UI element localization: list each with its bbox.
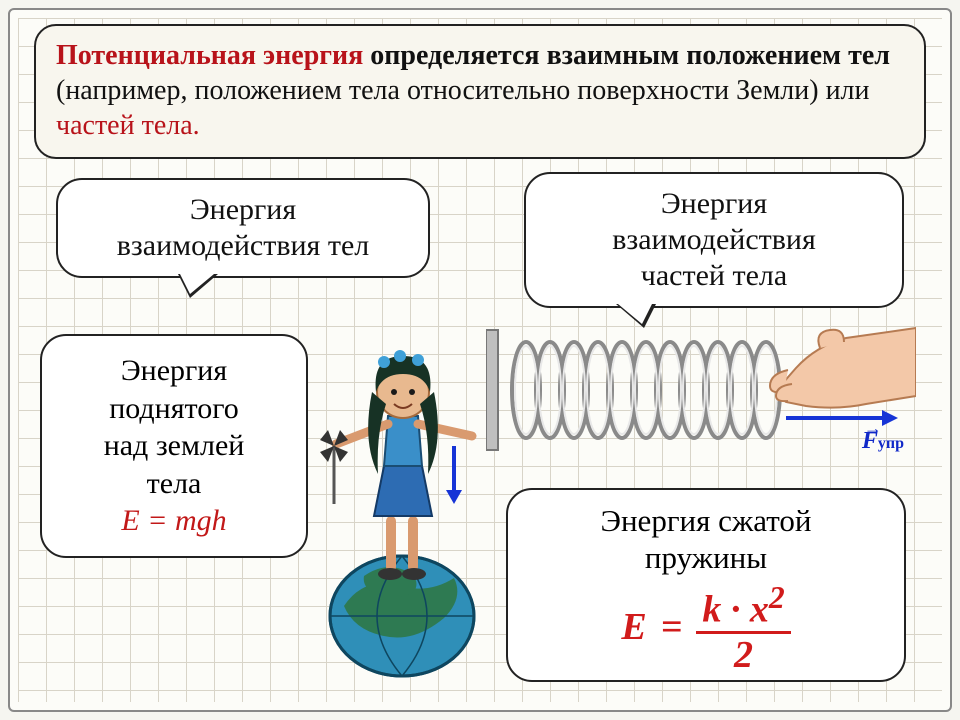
- definition-term: Потенциальная энергия: [56, 40, 363, 71]
- eq-num-sup: 2: [769, 580, 785, 615]
- raised-l2: поднятого: [52, 390, 296, 428]
- raised-l3: над землей: [52, 427, 296, 465]
- slide-frame: Потенциальная энергия определяется взаим…: [8, 8, 952, 712]
- definition-rest: (например, положением тела относительно …: [56, 75, 870, 106]
- raised-l4: тела: [52, 465, 296, 503]
- raised-l1: Энергия: [52, 352, 296, 390]
- sub-callout-parts: Энергия взаимодействия частей тела: [524, 172, 904, 308]
- eq-equals: =: [661, 605, 683, 651]
- definition-parts: частей тела: [56, 110, 193, 141]
- raised-formula: E = mgh: [52, 502, 296, 540]
- raised-body-callout: Энергия поднятого над землей тела E = mg…: [40, 334, 308, 558]
- sub-callout-bodies: Энергия взаимодействия тел: [56, 178, 430, 278]
- spring-hand-illustration: [486, 310, 916, 490]
- spring-equation: E = k · x2 2: [522, 582, 890, 674]
- definition-period: .: [193, 110, 200, 141]
- spring-l2: пружины: [522, 539, 890, 576]
- definition-callout: Потенциальная энергия определяется взаим…: [34, 24, 926, 159]
- slide-content: Потенциальная энергия определяется взаим…: [10, 10, 950, 710]
- eq-lhs: E: [621, 605, 646, 651]
- force-label: → Fупр: [862, 428, 904, 455]
- vector-arrow-icon: →: [864, 418, 882, 439]
- spring-l1: Энергия сжатой: [522, 502, 890, 539]
- spring-energy-callout: Энергия сжатой пружины E = k · x2 2: [506, 488, 906, 682]
- sub-right-line2: взаимодействия: [544, 222, 884, 258]
- sub-right-line1: Энергия: [544, 186, 884, 222]
- sub-right-line3: частей тела: [544, 258, 884, 294]
- eq-numerator: k · x2: [696, 582, 790, 631]
- definition-verb: определяется: [363, 40, 546, 71]
- sub-left-line2: взаимодействия тел: [76, 228, 410, 264]
- eq-num-base: k · x: [702, 589, 769, 631]
- eq-fraction: k · x2 2: [696, 582, 790, 674]
- sub-left-line1: Энергия: [76, 192, 410, 228]
- eq-denominator: 2: [728, 634, 759, 674]
- girl-on-globe-illustration: [304, 296, 504, 686]
- definition-phrase2: взаимным положением тел: [547, 40, 890, 71]
